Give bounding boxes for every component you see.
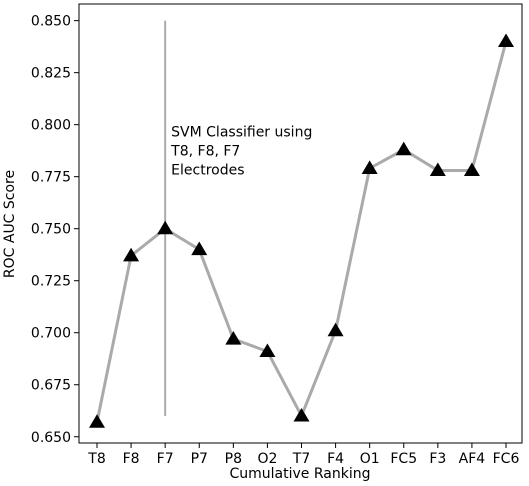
x-tick-label: F8 [123, 451, 140, 467]
x-tick-label: FC6 [493, 451, 520, 467]
x-tick-label: O1 [360, 451, 380, 467]
y-tick-label: 0.650 [31, 430, 71, 446]
data-point-marker [361, 160, 378, 174]
data-point-marker [259, 343, 276, 358]
y-tick-label: 0.800 [31, 118, 71, 134]
y-axis-label: ROC AUC Score [2, 170, 18, 278]
x-tick-label: O2 [257, 451, 277, 467]
y-tick-label: 0.700 [31, 326, 71, 342]
data-point-marker [327, 322, 344, 337]
annotation-line: SVM Classifier using [171, 125, 312, 141]
y-tick-label: 0.725 [31, 274, 71, 290]
x-tick-label: F7 [157, 451, 174, 467]
data-point-marker [225, 330, 242, 345]
annotation-line: T8, F8, F7 [170, 144, 240, 160]
y-tick-label: 0.850 [31, 14, 71, 30]
data-point-marker [123, 247, 140, 262]
y-tick-label: 0.775 [31, 170, 71, 186]
series-markers [89, 33, 514, 428]
x-tick-label: F3 [429, 451, 446, 467]
data-point-marker [89, 414, 105, 428]
data-point-marker [463, 162, 480, 177]
data-point-marker [395, 141, 412, 156]
data-point-marker [157, 220, 174, 235]
x-tick-label: FC5 [390, 451, 417, 467]
plot-frame [78, 3, 523, 444]
data-point-marker [429, 162, 446, 177]
y-axis: 0.650 0.675 0.700 0.725 0.750 0.775 0.800 0.825… [31, 14, 79, 446]
annotation-line: Electrodes [171, 163, 244, 179]
x-tick-label: AF4 [459, 451, 486, 467]
y-tick-label: 0.750 [31, 222, 71, 238]
x-tick-label: F4 [327, 451, 344, 467]
y-tick-label: 0.825 [31, 66, 71, 82]
series-line [95, 41, 508, 423]
y-tick-label: 0.675 [31, 378, 71, 394]
x-axis-label: Cumulative Ranking [230, 466, 371, 482]
x-tick-label: P8 [225, 451, 242, 467]
data-point-marker [191, 241, 208, 256]
annotation-text: SVM Classifier using T8, F8, F7 Electrodes [170, 125, 312, 179]
x-tick-label: P7 [191, 451, 208, 467]
x-tick-label: T7 [292, 451, 310, 467]
x-tick-label: T8 [87, 451, 105, 467]
data-point-marker [293, 407, 310, 422]
data-point-marker [498, 33, 514, 48]
x-axis: T8 F8 F7 P7 P8 O2 T7 F4 O1 FC5 F3 AF4 FC6 [87, 443, 519, 467]
